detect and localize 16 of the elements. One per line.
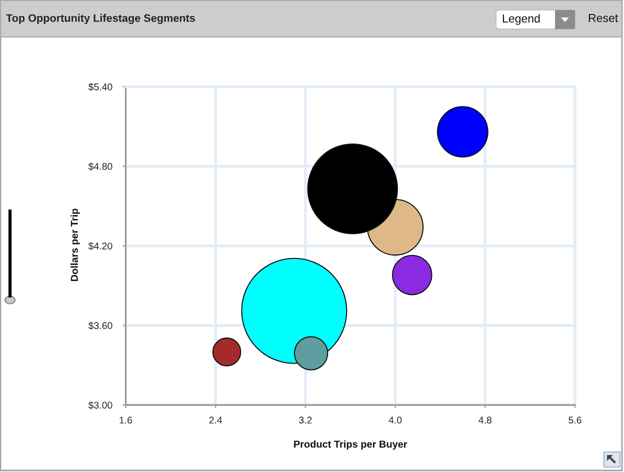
y-tick-label: $4.20 bbox=[88, 242, 112, 250]
x-tick-label: 1.6 bbox=[120, 416, 132, 424]
x-tick-label: 5.6 bbox=[568, 416, 582, 424]
y-tick-label: $5.40 bbox=[88, 83, 112, 91]
chart-title: Top Opportunity Lifestage Segments bbox=[6, 14, 195, 24]
y-axis-title: Dollars per Trip bbox=[70, 208, 80, 282]
y-tick-label: $3.00 bbox=[88, 401, 112, 410]
x-tick-label: 4.8 bbox=[478, 416, 492, 424]
text: Reset bbox=[588, 14, 618, 22]
x-tick-label: 2.4 bbox=[209, 416, 222, 424]
x-axis-title: Product Trips per Buyer bbox=[294, 440, 408, 450]
text: Legend bbox=[502, 14, 540, 25]
y-tick-label: $4.80 bbox=[88, 162, 112, 170]
x-tick-label: 3.2 bbox=[299, 416, 312, 424]
x-tick-label: 4.0 bbox=[388, 416, 402, 424]
y-tick-label: $3.60 bbox=[88, 322, 112, 330]
